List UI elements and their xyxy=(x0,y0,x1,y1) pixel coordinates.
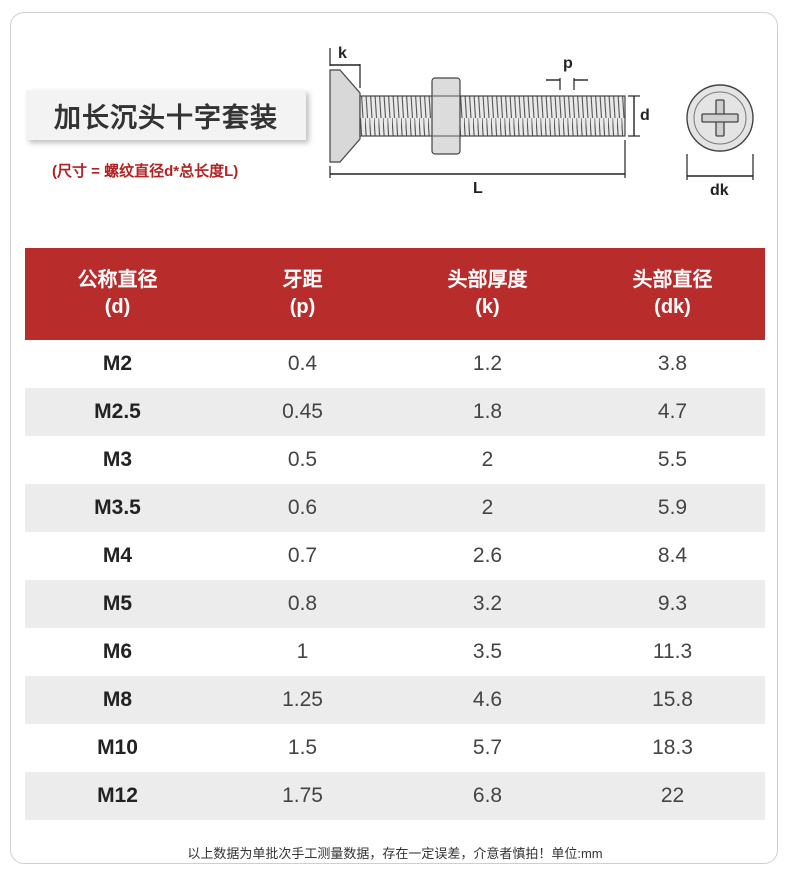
table-row: M3.5 0.6 2 5.9 xyxy=(25,484,765,532)
header-head-diameter: 头部直径 (dk) xyxy=(632,269,713,318)
table-cell: 3.8 xyxy=(657,352,688,375)
table-cell: M6 xyxy=(102,640,133,663)
k-label: k xyxy=(338,45,347,62)
table-cell: M5 xyxy=(102,592,133,615)
p-label: p xyxy=(563,55,573,72)
table-cell: 5.7 xyxy=(472,736,503,759)
table-cell: 2.6 xyxy=(472,544,503,567)
table-cell: 2 xyxy=(481,496,494,519)
header-nominal-diameter: 公称直径 (d) xyxy=(77,269,158,318)
table-cell: 3.5 xyxy=(472,640,503,663)
table-row: M5 0.8 3.2 9.3 xyxy=(25,580,765,628)
table-cell: 18.3 xyxy=(652,736,693,759)
table-cell: M2.5 xyxy=(94,400,141,423)
product-title: 加长沉头十字套装 xyxy=(26,90,306,140)
table-row: M12 1.75 6.8 22 xyxy=(25,772,765,820)
table-cell: 5.5 xyxy=(657,448,688,471)
table-row: M2 0.4 1.2 3.8 xyxy=(25,340,765,388)
table-cell: 1.25 xyxy=(282,688,323,711)
table-header: 公称直径 (d) 牙距 (p) 头部厚度 (k) 头部直径 (dk) xyxy=(25,248,765,340)
table-cell: 6.8 xyxy=(472,784,503,807)
table-cell: M8 xyxy=(102,688,133,711)
header-pitch: 牙距 (p) xyxy=(282,269,323,318)
table-cell: 1.2 xyxy=(472,352,503,375)
L-label: L xyxy=(473,180,483,197)
table-cell: 1 xyxy=(296,640,309,663)
table-cell: 0.7 xyxy=(287,544,318,567)
table-cell: M12 xyxy=(97,784,138,807)
table-cell: 15.8 xyxy=(652,688,693,711)
table-cell: M4 xyxy=(102,544,133,567)
page-frame xyxy=(10,12,778,864)
table-cell: 5.9 xyxy=(657,496,688,519)
hex-nut xyxy=(431,77,461,155)
table-cell: 0.5 xyxy=(287,448,318,471)
dk-label: dk xyxy=(710,182,729,199)
table-row: M3 0.5 2 5.5 xyxy=(25,436,765,484)
header-head-thickness: 头部厚度 (k) xyxy=(447,269,528,318)
table-cell: 0.8 xyxy=(287,592,318,615)
table-cell: 22 xyxy=(660,784,685,807)
measurement-disclaimer: 以上数据为单批次手工测量数据，存在一定误差，介意者慎拍！单位:mm xyxy=(187,846,603,861)
table-cell: 9.3 xyxy=(657,592,688,615)
table-cell: M10 xyxy=(97,736,138,759)
table-cell: 2 xyxy=(481,448,494,471)
phillips-recess-icon xyxy=(701,99,739,137)
table-row: M8 1.25 4.6 15.8 xyxy=(25,676,765,724)
table-row: M4 0.7 2.6 8.4 xyxy=(25,532,765,580)
table-cell: 4.7 xyxy=(657,400,688,423)
table-row: M6 1 3.5 11.3 xyxy=(25,628,765,676)
table-cell: 4.6 xyxy=(472,688,503,711)
table-cell: 1.75 xyxy=(282,784,323,807)
table-cell: 1.8 xyxy=(472,400,503,423)
screw-diagram: k p d L dk xyxy=(329,45,754,199)
table-cell: 8.4 xyxy=(657,544,688,567)
screw-shank xyxy=(359,95,626,137)
table-cell: 3.2 xyxy=(472,592,503,615)
table-cell: 1.5 xyxy=(287,736,318,759)
table-cell: 11.3 xyxy=(652,640,693,663)
table-cell: M3.5 xyxy=(94,496,141,519)
table-cell: 0.6 xyxy=(287,496,318,519)
table-row: M2.5 0.45 1.8 4.7 xyxy=(25,388,765,436)
size-notation: (尺寸 = 螺纹直径d*总长度L) xyxy=(52,163,239,180)
table-cell: 0.45 xyxy=(282,400,323,423)
table-row: M10 1.5 5.7 18.3 xyxy=(25,724,765,772)
table-cell: 0.4 xyxy=(287,352,318,375)
table-cell: M3 xyxy=(102,448,133,471)
spec-table: 公称直径 (d) 牙距 (p) 头部厚度 (k) 头部直径 (dk) M2 0.… xyxy=(25,248,765,820)
table-cell: M2 xyxy=(102,352,133,375)
screw-head xyxy=(329,69,361,163)
d-label: d xyxy=(640,107,650,124)
